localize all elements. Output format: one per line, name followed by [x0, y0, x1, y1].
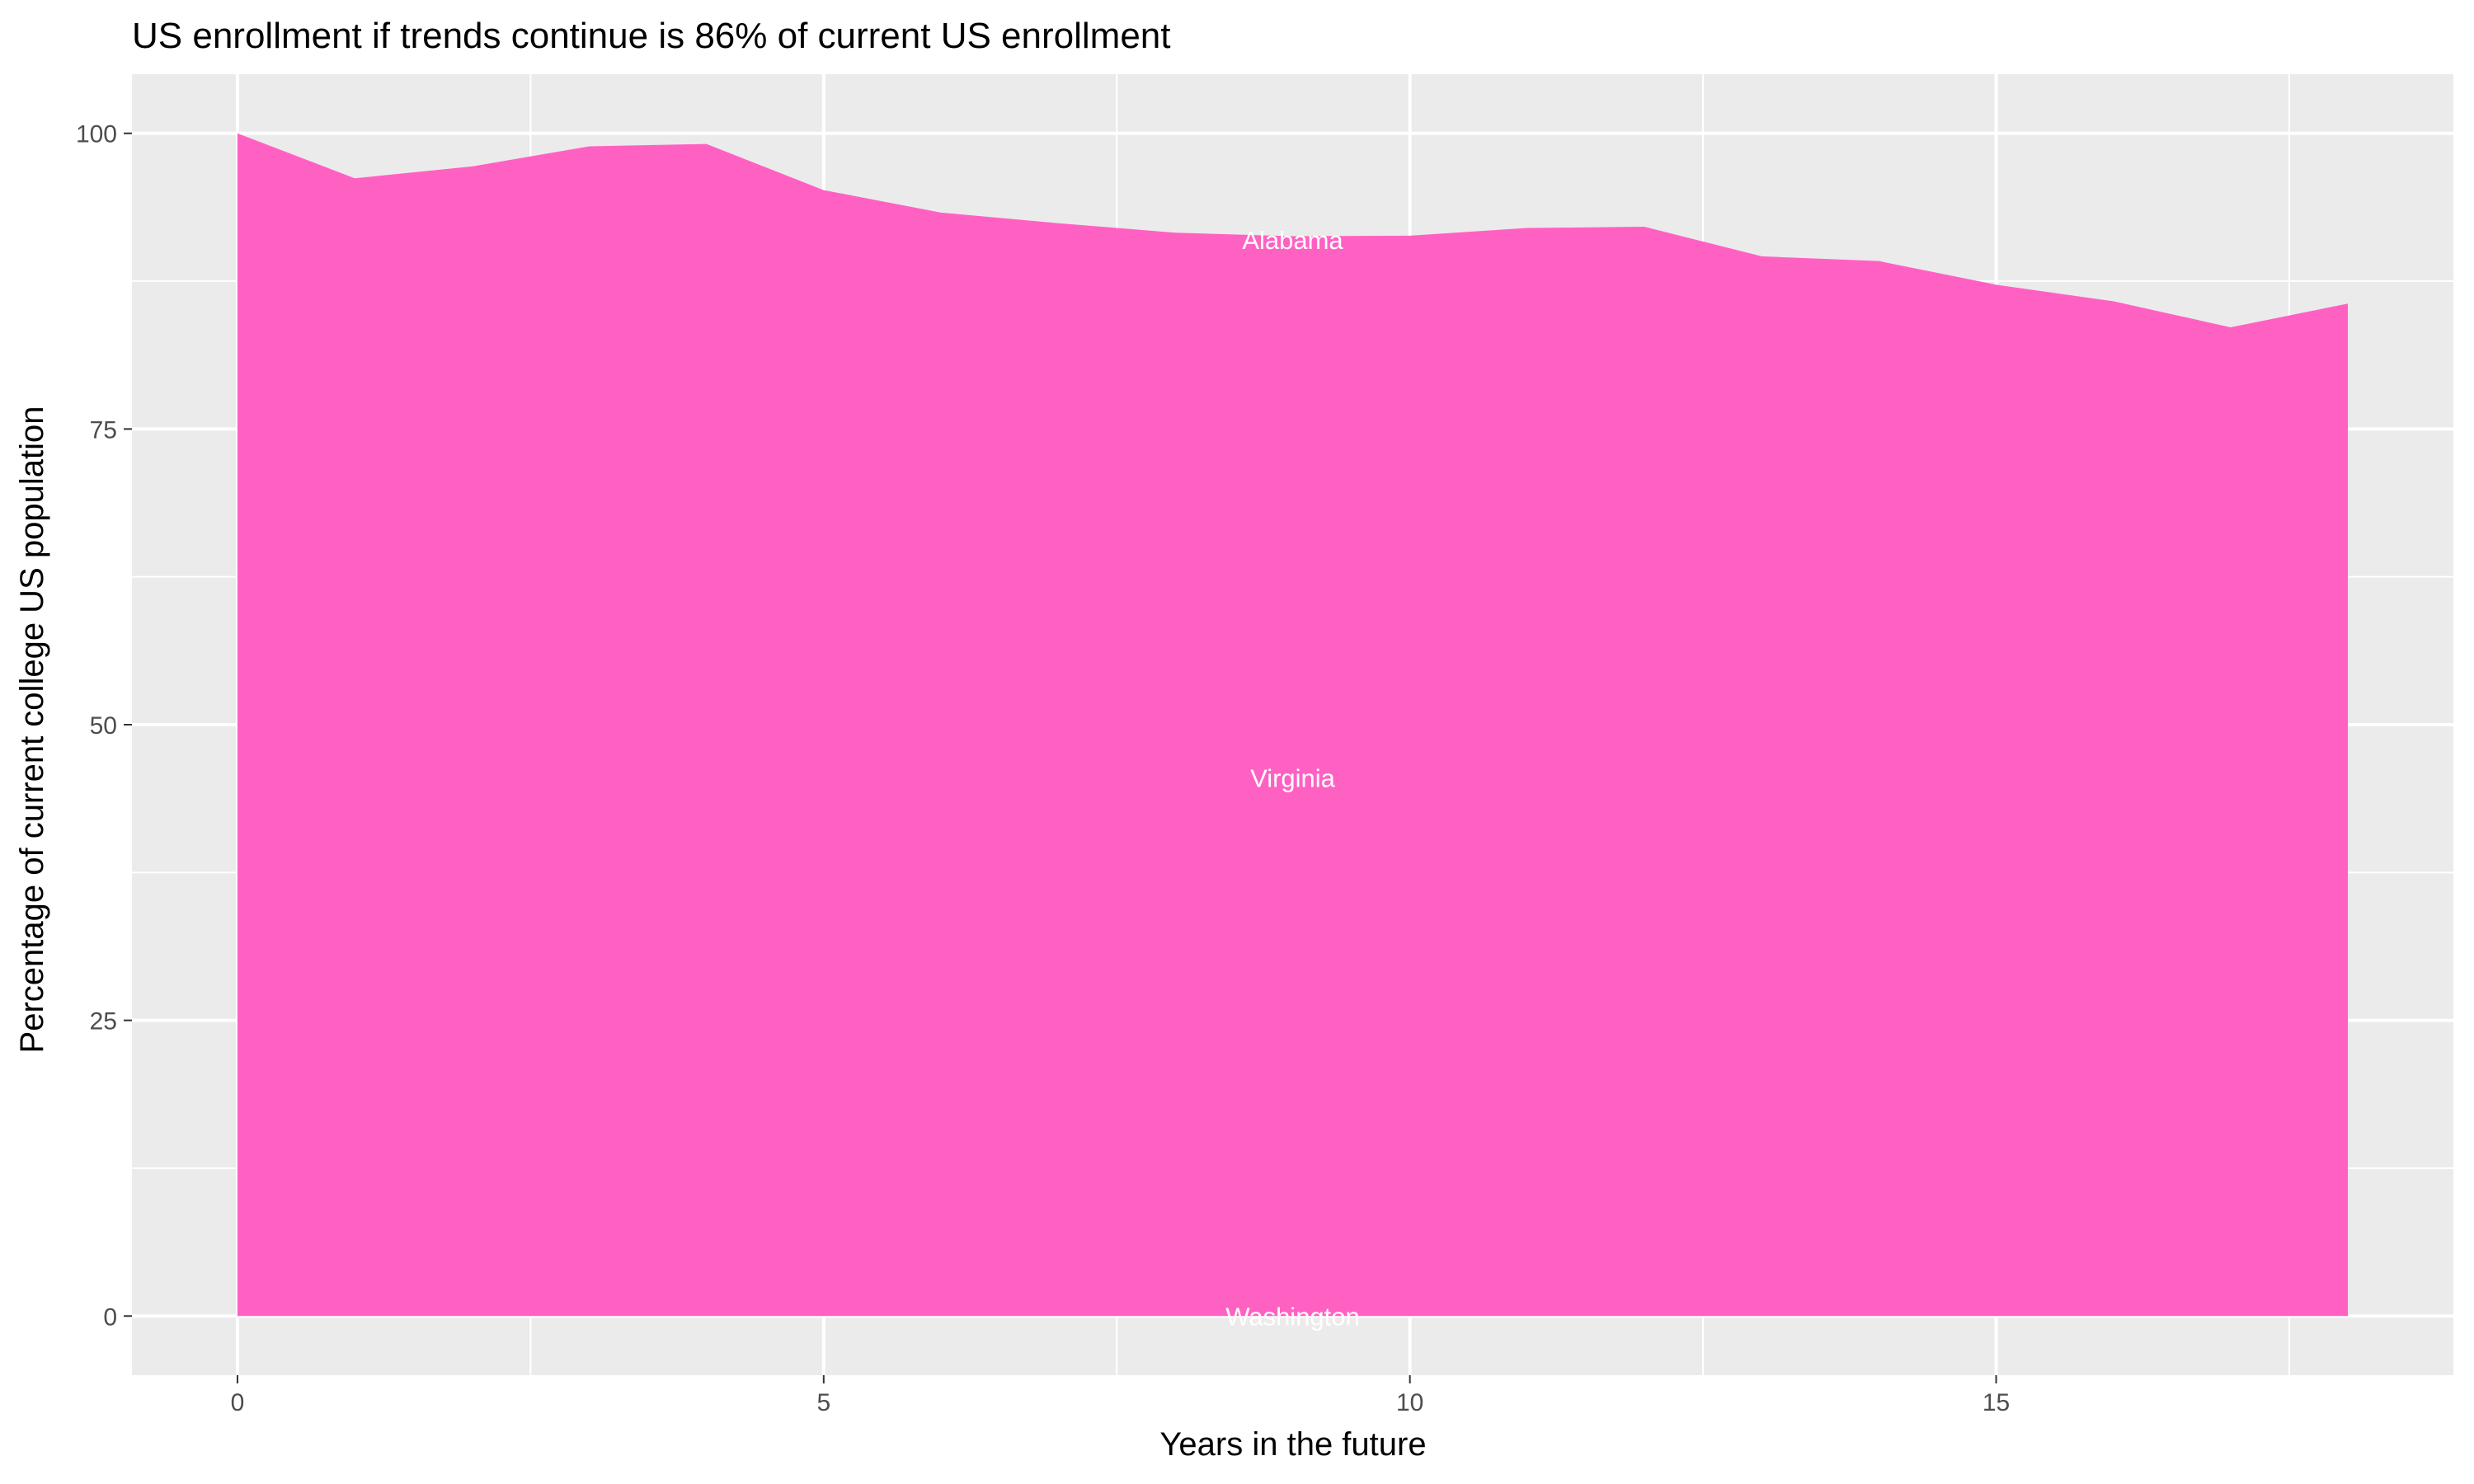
y-axis-label: Percentage of current college US populat…	[14, 406, 50, 1054]
x-tick-label: 10	[1396, 1389, 1423, 1416]
x-tick-label: 0	[231, 1389, 245, 1416]
y-tick-label: 75	[90, 416, 117, 444]
annotation-label: Virginia	[1250, 764, 1336, 793]
annotations: Alabama Virginia Washington	[1225, 226, 1360, 1331]
annotation-label: Washington	[1225, 1302, 1360, 1331]
x-axis-label: Years in the future	[1159, 1426, 1426, 1463]
y-tick-label: 0	[103, 1303, 117, 1331]
x-tick-label: 5	[816, 1389, 830, 1416]
chart-title: US enrollment if trends continue is 86% …	[132, 16, 1170, 56]
x-tick-label: 15	[1982, 1389, 2010, 1416]
y-tick-label: 50	[90, 712, 117, 740]
y-tick-label: 25	[90, 1008, 117, 1036]
annotation-label: Alabama	[1242, 226, 1343, 255]
area-series	[237, 133, 2349, 1317]
axes: 0 5 10 15 0 25 50 75 100	[76, 121, 2010, 1416]
y-tick-label: 100	[76, 121, 117, 148]
